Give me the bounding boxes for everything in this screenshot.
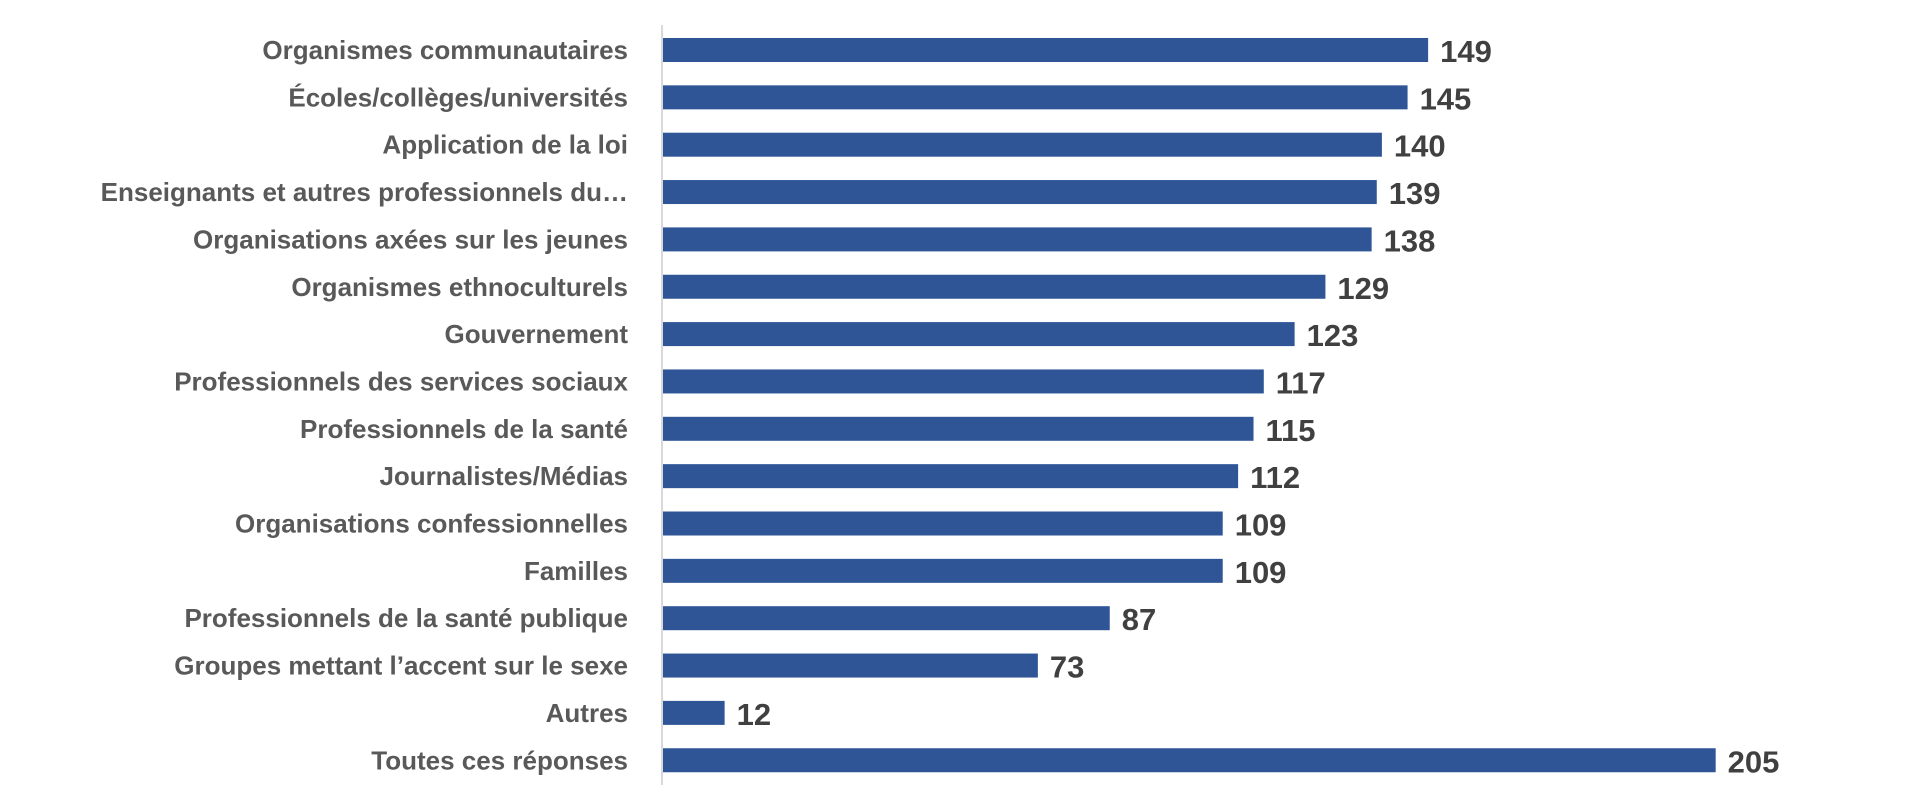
value-label: 112 xyxy=(1250,460,1300,495)
value-label: 12 xyxy=(737,697,771,732)
value-label: 149 xyxy=(1440,34,1492,69)
category-labels-group: Organismes communautaires Écoles/collèges… xyxy=(101,35,629,775)
category-label: Familles xyxy=(524,556,628,586)
bar xyxy=(663,653,1038,678)
value-labels-group: 149 145 140 139 138 129 123 117 115 112 109 109 87 73… xyxy=(737,34,1780,779)
category-label: Professionnels des services sociaux xyxy=(174,366,628,396)
category-label: Organismes ethnoculturels xyxy=(291,272,628,302)
bar xyxy=(663,38,1429,62)
category-label: Professionnels de la santé publique xyxy=(184,603,628,633)
category-label: Autres xyxy=(546,698,628,728)
bars-group xyxy=(663,38,1716,773)
bar xyxy=(663,416,1254,441)
category-label: Organisations confessionnelles xyxy=(235,509,628,539)
bar xyxy=(663,511,1223,536)
category-label: Organismes communautaires xyxy=(262,35,628,65)
category-label: Groupes mettant l’accent sur le sexe xyxy=(174,651,628,681)
category-label: Application de la loi xyxy=(382,130,628,160)
bar xyxy=(663,558,1223,583)
value-label: 123 xyxy=(1307,318,1359,353)
category-label: Écoles/collèges/universités xyxy=(288,82,628,112)
value-label: 145 xyxy=(1420,81,1472,116)
value-label: 115 xyxy=(1266,413,1316,448)
bar xyxy=(663,464,1239,489)
bar xyxy=(663,369,1264,394)
value-label: 109 xyxy=(1235,555,1287,590)
bar xyxy=(663,274,1326,299)
value-label: 73 xyxy=(1050,650,1084,685)
category-label: Professionnels de la santé xyxy=(300,414,628,444)
bar xyxy=(663,322,1295,347)
bar xyxy=(663,132,1382,157)
value-label: 109 xyxy=(1235,508,1287,543)
category-label: Organisations axées sur les jeunes xyxy=(193,224,628,254)
bar xyxy=(663,748,1716,773)
value-label: 140 xyxy=(1394,129,1446,164)
category-label: Toutes ces réponses xyxy=(371,745,628,775)
value-label: 205 xyxy=(1728,744,1780,779)
bar xyxy=(663,227,1372,252)
value-label: 139 xyxy=(1389,176,1441,211)
category-label: Enseignants et autres professionnels du… xyxy=(101,177,628,207)
value-label: 117 xyxy=(1276,365,1326,400)
category-label: Journalistes/Médias xyxy=(379,461,628,491)
bar xyxy=(663,606,1110,631)
bar xyxy=(663,85,1408,110)
category-label: Gouvernement xyxy=(445,319,629,349)
value-label: 129 xyxy=(1337,271,1389,306)
value-label: 87 xyxy=(1122,602,1156,637)
bar xyxy=(663,180,1377,205)
value-label: 138 xyxy=(1384,223,1436,258)
bar xyxy=(663,700,725,725)
